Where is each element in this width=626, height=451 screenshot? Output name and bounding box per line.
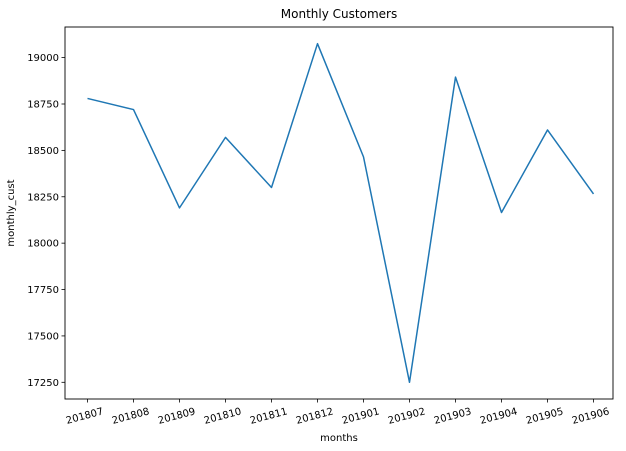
x-tick-label: 201903 (433, 406, 473, 427)
x-tick-label: 201901 (341, 406, 381, 427)
x-tick-label: 201807 (65, 406, 105, 427)
x-tick-label: 201809 (157, 406, 197, 427)
x-tick-label: 201905 (525, 406, 565, 427)
y-axis: 17250 17500 17750 18000 18250 18500 18750 19000 (27, 53, 65, 389)
x-tick-label: 201810 (203, 406, 243, 427)
chart-title: Monthly Customers (281, 7, 397, 21)
y-tick-label: 17250 (27, 378, 59, 389)
x-tick-label: 201811 (249, 406, 289, 427)
y-tick-label: 18250 (27, 192, 59, 203)
y-tick-label: 18750 (27, 99, 59, 110)
x-axis: 201807 201808 201809 201810 201811 201812 2019… (65, 399, 611, 427)
y-tick-label: 18000 (27, 239, 59, 250)
x-tick-label: 201904 (479, 406, 519, 427)
series-line (87, 42, 595, 384)
x-axis-label: months (320, 433, 358, 444)
series-layer (87, 42, 595, 384)
x-tick-label: 201812 (295, 406, 335, 427)
y-tick-label: 17500 (27, 331, 59, 342)
x-tick-label: 201808 (111, 406, 151, 427)
x-tick-label: 201906 (571, 406, 611, 427)
y-axis-label: monthly_cust (6, 179, 17, 246)
y-tick-label: 18500 (27, 146, 59, 157)
y-tick-label: 19000 (27, 53, 59, 64)
x-tick-label: 201902 (387, 406, 427, 427)
plot-area-frame (64, 26, 614, 400)
y-tick-label: 17750 (27, 285, 59, 296)
